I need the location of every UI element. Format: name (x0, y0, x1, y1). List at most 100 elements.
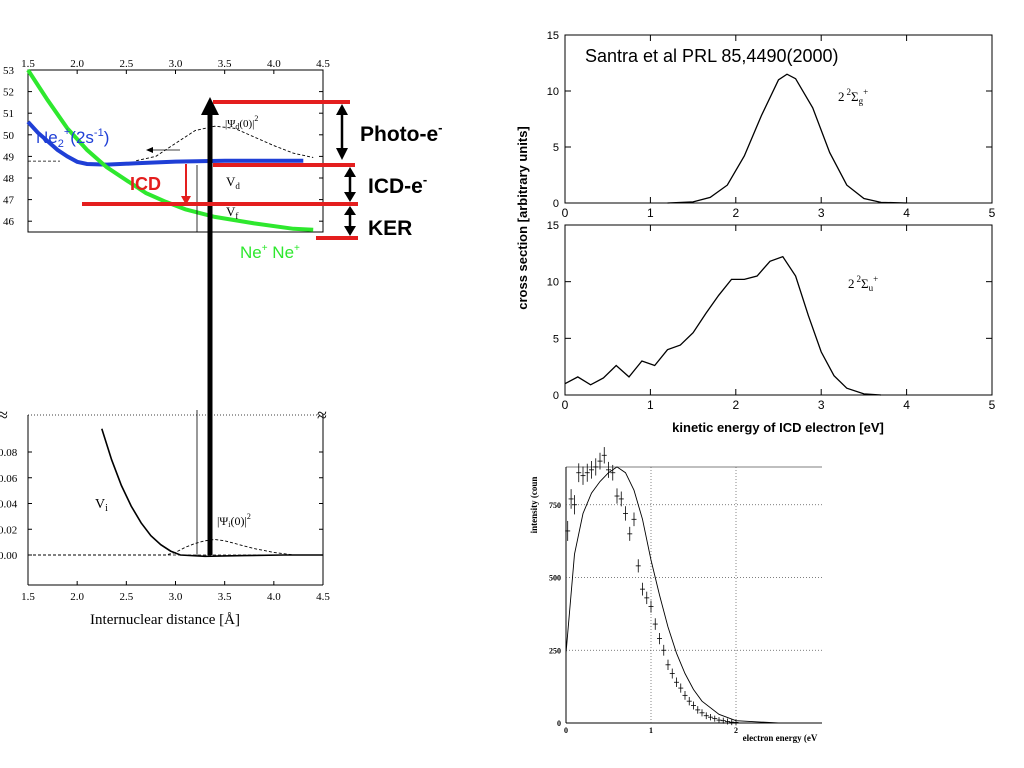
exp-data-point (703, 712, 709, 720)
exp-x-tick-label: 2 (734, 726, 738, 735)
bottom-y-tick-label: 15 (547, 220, 559, 232)
exp-x-tick-label: 0 (564, 726, 568, 735)
bottom-x-tick-label: 2.0 (70, 591, 84, 603)
exp-data-point (610, 464, 616, 481)
bottom-y-tick-label: 0 (553, 390, 559, 402)
exp-data-point (729, 719, 735, 726)
potential-xlabel: Internuclear distance [Å] (90, 612, 240, 628)
top-x-tick-label: 4 (903, 206, 910, 220)
vi-curve (101, 428, 323, 558)
exp-data-point (686, 696, 692, 706)
upper-y-tick-label: 47 (3, 195, 15, 207)
experiment-ylabel: intensity (coun (529, 477, 539, 534)
exp-data-point (580, 466, 586, 485)
icd-double-arrow (344, 167, 356, 202)
top-x-tick-label: 0 (562, 206, 569, 220)
top-x-tick-label: 1 (647, 206, 654, 220)
top-x-tick-label: 3 (818, 206, 825, 220)
upper-y-tick-label: 51 (3, 108, 14, 120)
exp-data-point (682, 690, 688, 700)
exp-data-point (669, 668, 675, 679)
top-x-tick-label: 2.0 (70, 58, 84, 70)
exp-data-point (597, 452, 603, 470)
photo-e-label: Photo-e- (360, 120, 443, 146)
experiment-panel: 750 500 250 00 1 2 intensity (coun electron e… (529, 447, 822, 743)
potential-panel: 1.5 2.0 2.5 3.0 3.5 4.0 4.5 53 52 51 50 49 48 47 46 0.0… (0, 58, 443, 628)
exp-data-point (593, 458, 599, 476)
lower-y-tick-label: 0.06 (0, 473, 18, 485)
lower-y-tick-label: 0.00 (0, 550, 18, 562)
exp-data-point (589, 461, 594, 479)
top-x-tick-label: 4.5 (316, 58, 330, 70)
lower-y-tick-label: 0.02 (0, 524, 17, 536)
icd-arrow-head (181, 196, 191, 205)
upper-series-dashed (136, 125, 314, 162)
bottom-x-tick-label: 4.0 (267, 591, 281, 603)
exp-y-tick-label: 750 (549, 501, 561, 510)
exp-data-point (584, 463, 590, 482)
exp-data-point (733, 719, 739, 726)
psi-i-curve (28, 539, 323, 556)
upper-y-tick-label: 50 (3, 130, 15, 142)
axis-break-right: ≈ (317, 405, 327, 425)
exp-x-tick-label: 1 (649, 726, 653, 735)
bottom-x-tick-label: 3.5 (218, 591, 232, 603)
exp-data-point (568, 489, 574, 509)
top-x-tick-label: 3.0 (169, 58, 183, 70)
exp-data-point (712, 715, 718, 722)
bottom-x-tick-label: 4 (903, 398, 910, 412)
photo-double-arrow (336, 104, 348, 160)
exp-model-curve (565, 466, 821, 724)
upper-series-blue (26, 120, 304, 167)
lower-y-tick-label: 0.04 (0, 499, 18, 511)
exp-data-point (627, 526, 633, 541)
top-x-tick-label: 5 (989, 206, 996, 220)
exp-data-point (725, 718, 730, 725)
icd-label: ICD (130, 174, 161, 194)
bottom-x-tick-label: 3.0 (169, 591, 183, 603)
exp-data-point (565, 520, 571, 541)
exp-data-point (678, 683, 684, 693)
upper-y-tick-label: 46 (3, 216, 15, 228)
top-y-tick-label: 0 (553, 198, 559, 210)
icd-e-label: ICD-e- (368, 172, 427, 198)
vd-label: Vd (226, 174, 240, 191)
top-y-tick-label: 10 (547, 86, 559, 98)
bottom-frame (564, 224, 993, 396)
top-x-tick-label: 4.0 (267, 58, 281, 70)
exp-y-tick-label: 250 (549, 646, 561, 655)
bottom-x-tick-label: 2.5 (119, 591, 133, 603)
bottom-x-tick-label: 1 (647, 398, 654, 412)
top-cross-section-curve (667, 73, 907, 204)
top-x-tick-label: 2 (732, 206, 739, 220)
exp-data-point (665, 659, 671, 670)
ne2-label: Ne2+(2s-1) (36, 126, 109, 150)
exp-y-tick-label: 500 (549, 574, 561, 583)
sigma-g-label: 2 2Σg+ (838, 87, 868, 106)
excitation-arrow-head (201, 97, 219, 115)
exp-data-point (572, 495, 577, 515)
top-frame (564, 34, 993, 204)
upper-y-tick-label: 49 (3, 151, 15, 163)
experiment-axes: 750 500 250 00 1 2 (549, 447, 822, 735)
experiment-xlabel: electron energy (eV (743, 733, 818, 743)
vi-label: Vi (95, 497, 108, 514)
exp-data-point (716, 717, 722, 724)
top-x-tick-label: 2.5 (119, 58, 133, 70)
bottom-x-tick-label: 1.5 (21, 591, 35, 603)
exp-data-point (631, 512, 637, 527)
bottom-y-tick-label: 10 (547, 277, 559, 289)
exp-data-point (635, 559, 641, 573)
top-x-tick-label: 3.5 (218, 58, 232, 70)
small-arrow-head (146, 147, 153, 153)
psi-i-label: |Ψi(0)|2 (217, 512, 251, 529)
exp-y-tick-label: 0 (557, 719, 561, 728)
exp-data-point (644, 591, 650, 605)
lower-y-tick-label: 0.08 (0, 447, 18, 459)
exp-data-point (708, 713, 713, 721)
cross-section-ylabel: cross section [arbitrary units] (515, 126, 530, 310)
top-y-tick-label: 5 (553, 142, 559, 154)
exp-data-point (618, 491, 624, 507)
